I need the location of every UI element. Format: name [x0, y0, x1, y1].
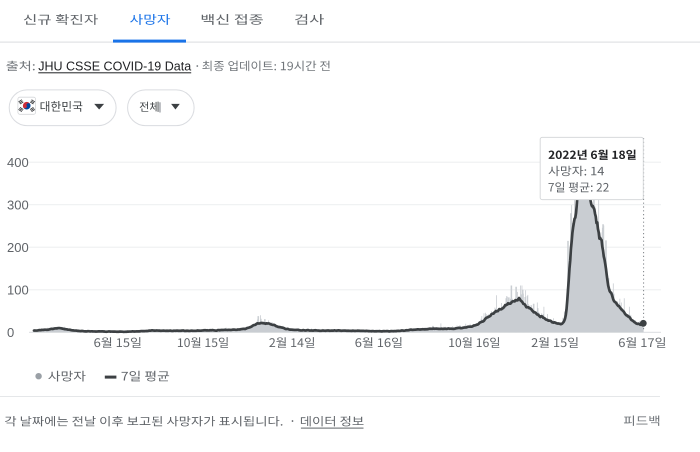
svg-text:400: 400: [7, 155, 29, 170]
svg-text:JHU CSSE COVID-19 Data: JHU CSSE COVID-19 Data: [38, 59, 192, 74]
svg-text:300: 300: [7, 197, 29, 212]
svg-text:200: 200: [7, 240, 29, 255]
svg-text:0: 0: [7, 325, 14, 340]
svg-text:100: 100: [7, 282, 29, 297]
